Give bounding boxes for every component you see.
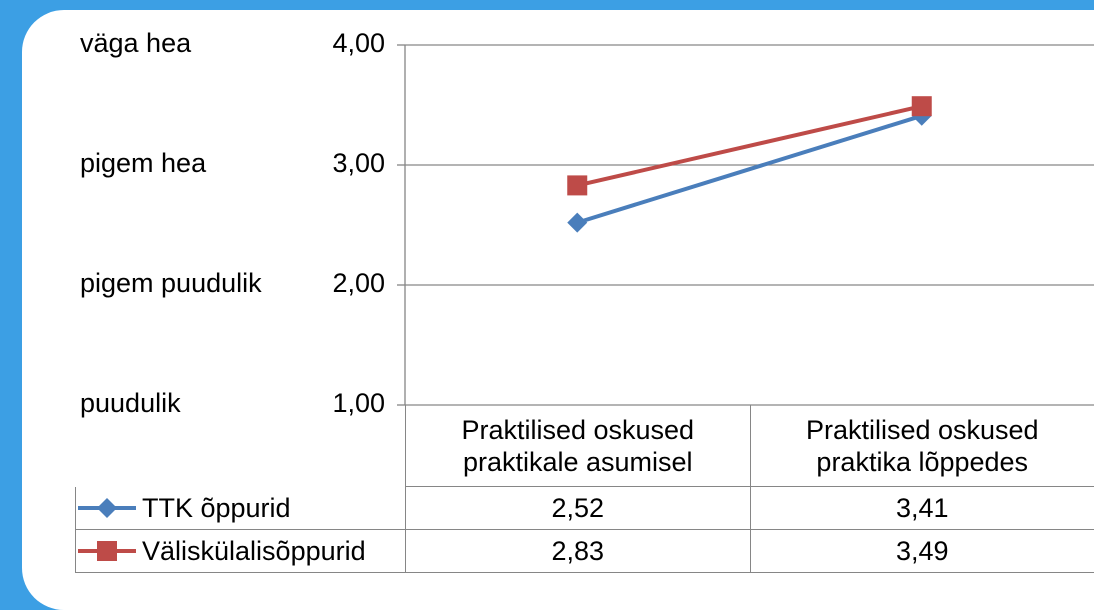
y-tick-label: 1,00 [332,388,385,418]
series-line [577,116,922,223]
category-label: Praktilised oskused praktikale asumisel [405,405,750,487]
y-level-label: väga hea [80,28,192,58]
data-label: 3,49 [750,530,1094,573]
point [912,96,932,116]
data-label: 2,83 [405,530,750,573]
legend-swatch [76,496,138,520]
y-tick-label: 3,00 [332,148,385,178]
y-tick-label: 2,00 [332,268,385,298]
point [567,213,587,233]
y-level-label: pigem hea [80,148,207,178]
y-level-label: pigem puudulik [80,268,262,298]
series-line [577,106,922,185]
data-label: 2,52 [405,487,750,530]
y-level-label: puudulik [80,388,181,418]
point [567,175,587,195]
y-tick-label: 4,00 [332,28,385,58]
legend-entry: TTK õppurid [75,487,405,530]
page: 1,00 puudulik 2,00 pigem puudulik 3,00 pigem … [0,0,1094,580]
legend-label: Väliskülalisõppurid [142,535,366,567]
category-label: Praktilised oskused praktika lõppedes [750,405,1094,487]
legend-entry: Väliskülalisõppurid [75,530,405,573]
legend-swatch [76,539,138,563]
data-label: 3,41 [750,487,1094,530]
legend-label: TTK õppurid [142,492,291,524]
